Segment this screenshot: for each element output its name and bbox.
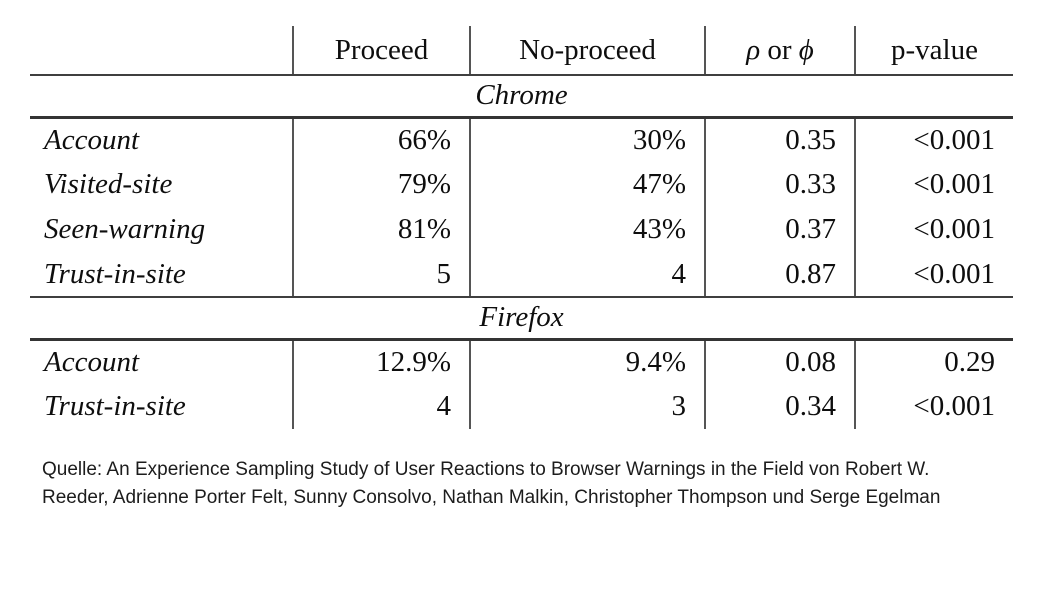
- section-title-firefox: Firefox: [30, 297, 1013, 341]
- or-text: or: [760, 33, 799, 66]
- no-proceed-value: 43%: [470, 207, 706, 252]
- table-row-chrome-trust-in-site: Trust-in-site 5 4 0.87 <0.001: [30, 252, 1013, 298]
- p-value: <0.001: [855, 252, 1013, 298]
- table-header-row: Proceed No-proceed ρ or ϕ p-value: [30, 26, 1013, 76]
- section-title-chrome: Chrome: [30, 75, 1013, 119]
- column-header-proceed: Proceed: [293, 26, 471, 76]
- row-label: Trust-in-site: [30, 252, 294, 298]
- table-row-firefox-account: Account 12.9% 9.4% 0.08 0.29: [30, 339, 1013, 384]
- row-label: Account: [30, 339, 294, 384]
- no-proceed-value: 47%: [470, 162, 706, 207]
- rho-phi-value: 0.33: [705, 162, 856, 207]
- p-value: <0.001: [913, 168, 995, 200]
- p-value: 0.29: [944, 345, 995, 378]
- proceed-value: 81%: [293, 207, 471, 252]
- source-caption: Quelle: An Experience Sampling Study of …: [42, 459, 941, 508]
- phi-symbol: ϕ: [798, 33, 814, 66]
- row-label: Visited-site: [30, 162, 294, 207]
- no-proceed-value: 9.4%: [470, 339, 706, 384]
- proceed-value: 66%: [293, 117, 471, 162]
- no-proceed-value: 4: [470, 252, 706, 298]
- rho-phi-value: 0.08: [705, 339, 856, 384]
- proceed-value: 5: [293, 252, 471, 298]
- no-proceed-value: 30%: [470, 117, 706, 162]
- p-value: <0.001: [913, 123, 995, 156]
- p-value: <0.001: [913, 390, 995, 422]
- table-row-firefox-trust-in-site: Trust-in-site 4 3 0.34 <0.001: [30, 384, 1013, 429]
- rho-phi-value: 0.34: [705, 384, 856, 429]
- column-header-empty: [30, 26, 294, 76]
- table-row-chrome-account: Account 66% 30% 0.35 <0.001: [30, 117, 1013, 162]
- no-proceed-value: 3: [470, 384, 706, 429]
- row-label: Seen-warning: [30, 207, 294, 252]
- rho-phi-value: 0.37: [705, 207, 856, 252]
- p-value: <0.001: [913, 213, 995, 245]
- table-row-chrome-seen-warning: Seen-warning 81% 43% 0.37 <0.001: [30, 207, 1013, 252]
- proceed-value: 79%: [293, 162, 471, 207]
- column-header-rho-or-phi: ρ or ϕ: [705, 26, 856, 76]
- proceed-value: 12.9%: [293, 339, 471, 384]
- results-table: Proceed No-proceed ρ or ϕ p-value Chrome…: [30, 26, 1013, 429]
- column-header-p-value: p-value: [855, 26, 1013, 76]
- row-label: Account: [30, 117, 294, 162]
- proceed-value: 4: [293, 384, 471, 429]
- rho-phi-value: 0.87: [705, 252, 856, 298]
- column-header-no-proceed: No-proceed: [470, 26, 706, 76]
- section-band-firefox: Firefox: [30, 297, 1013, 341]
- rho-phi-value: 0.35: [705, 117, 856, 162]
- section-band-chrome: Chrome: [30, 75, 1013, 119]
- row-label: Trust-in-site: [30, 384, 294, 429]
- rho-symbol: ρ: [746, 33, 761, 66]
- table-row-chrome-visited-site: Visited-site 79% 47% 0.33 <0.001: [30, 162, 1013, 207]
